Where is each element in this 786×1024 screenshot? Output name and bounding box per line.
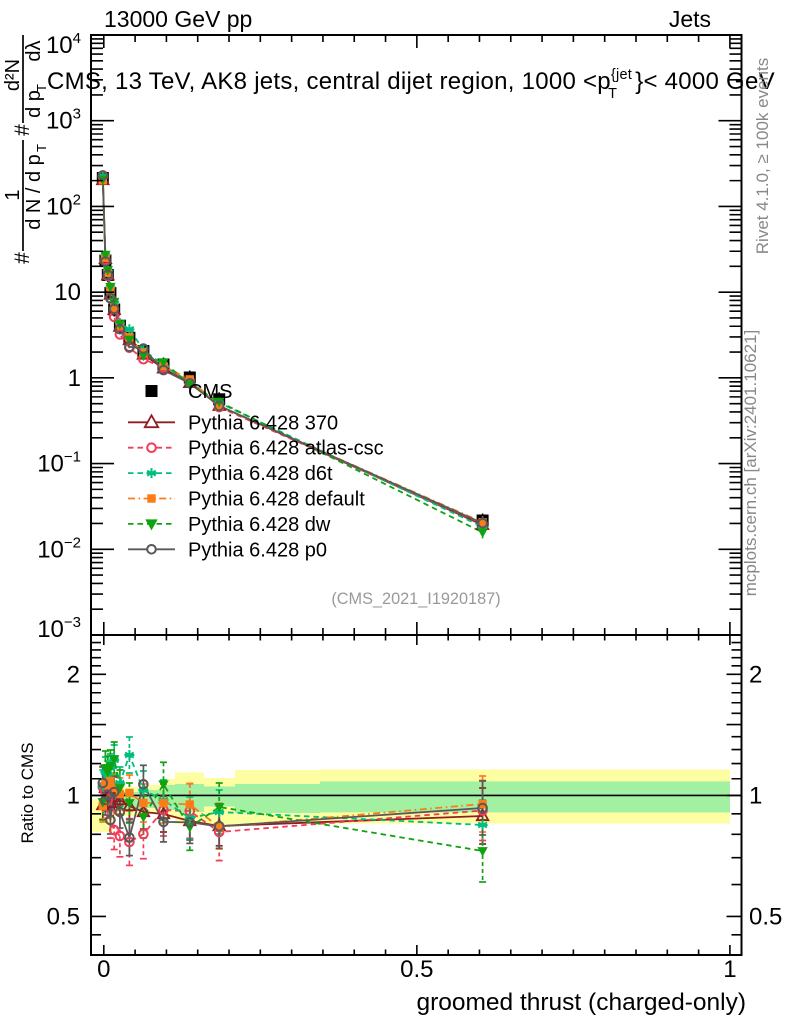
svg-text:Ratio to CMS: Ratio to CMS — [18, 742, 37, 843]
svg-text:Pythia 6.428 default: Pythia 6.428 default — [188, 489, 365, 511]
svg-text:mcplots.cern.ch [arXiv:2401.10: mcplots.cern.ch [arXiv:2401.10621] — [741, 330, 760, 596]
svg-text:10: 10 — [54, 279, 81, 306]
svg-text:Pythia 6.428 atlas-csc: Pythia 6.428 atlas-csc — [188, 438, 384, 460]
svg-text:0.5: 0.5 — [749, 903, 782, 930]
svg-text:10−2: 10−2 — [37, 534, 81, 563]
svg-text:1: 1 — [68, 365, 81, 392]
svg-text:0.5: 0.5 — [47, 903, 80, 930]
svg-text:2: 2 — [749, 661, 762, 688]
svg-text:10−3: 10−3 — [37, 614, 81, 643]
svg-text:#: # — [11, 252, 34, 264]
svg-text:Pythia 6.428 dw: Pythia 6.428 dw — [188, 514, 331, 536]
svg-text:0.5: 0.5 — [400, 956, 433, 983]
svg-text:0: 0 — [97, 956, 110, 983]
svg-text:1: 1 — [67, 782, 80, 809]
svg-text:104: 104 — [46, 30, 81, 59]
svg-text:dλ: dλ — [23, 40, 45, 61]
svg-text:10−1: 10−1 — [37, 449, 81, 478]
svg-text:Pythia 6.428 370: Pythia 6.428 370 — [188, 412, 338, 434]
svg-text:Rivet 4.1.0, ≥ 100k events: Rivet 4.1.0, ≥ 100k events — [753, 58, 772, 254]
svg-text:d²N: d²N — [2, 59, 24, 91]
svg-text:1: 1 — [723, 956, 736, 983]
svg-text:d p: d p — [23, 90, 45, 118]
svg-text:13000 GeV pp: 13000 GeV pp — [104, 6, 252, 32]
svg-text:groomed thrust (charged-only): groomed thrust (charged-only) — [416, 989, 746, 1016]
svg-text:T: T — [34, 144, 49, 152]
svg-text:CMS, 13 TeV, AK8 jets, central: CMS, 13 TeV, AK8 jets, central dijet reg… — [47, 67, 775, 102]
svg-text:102: 102 — [46, 191, 81, 220]
svg-text:Jets: Jets — [669, 6, 711, 32]
svg-text:1: 1 — [749, 782, 762, 809]
svg-text:1: 1 — [2, 189, 24, 200]
svg-text:Pythia 6.428 d6t: Pythia 6.428 d6t — [188, 463, 333, 485]
svg-text:T: T — [34, 84, 49, 92]
svg-text:Pythia 6.428 p0: Pythia 6.428 p0 — [188, 539, 327, 561]
svg-text:2: 2 — [67, 661, 80, 688]
svg-text:CMS: CMS — [188, 381, 232, 403]
svg-text:(CMS_2021_I1920187): (CMS_2021_I1920187) — [331, 590, 500, 608]
svg-text:#: # — [11, 124, 34, 136]
svg-text:103: 103 — [46, 106, 81, 135]
svg-text:d N / d p: d N / d p — [23, 154, 45, 230]
